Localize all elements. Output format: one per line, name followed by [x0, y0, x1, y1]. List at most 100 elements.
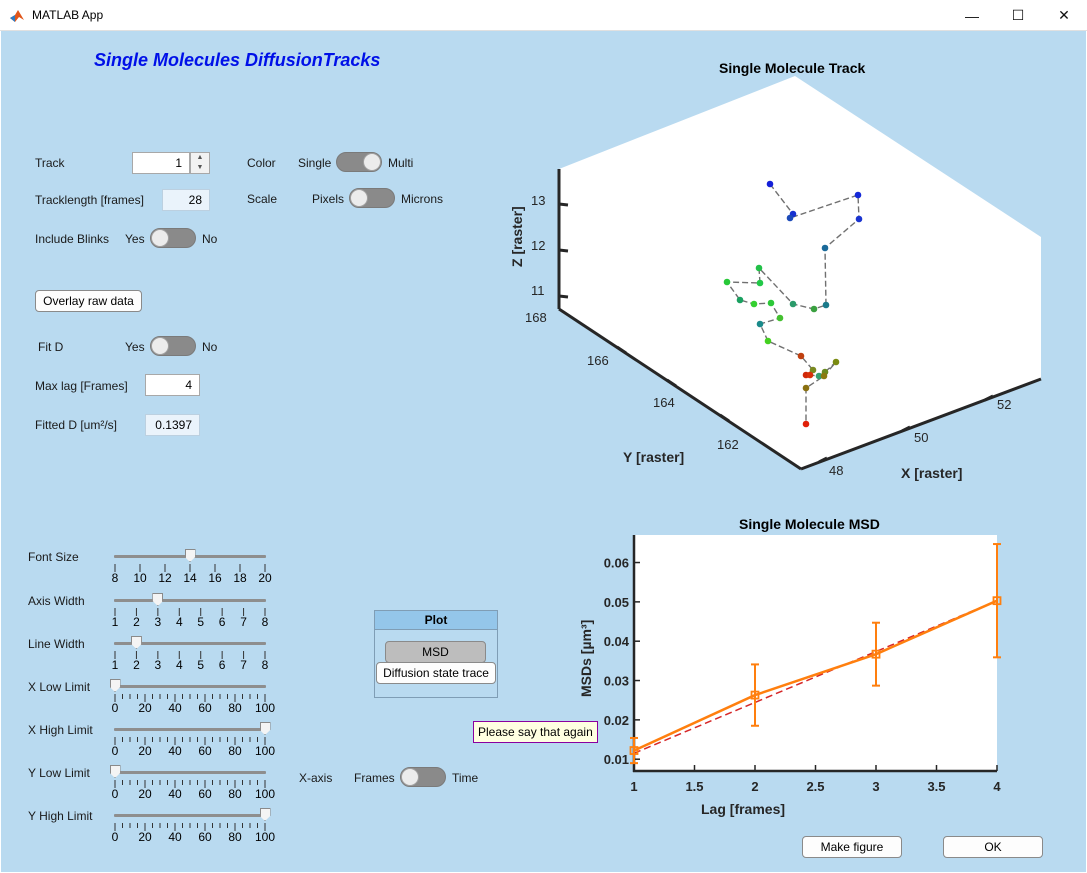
max-lag-label: Max lag [Frames]	[35, 379, 128, 393]
slider-tick-label: 100	[254, 744, 276, 758]
track-point	[789, 300, 797, 308]
slider-thumb[interactable]	[109, 679, 121, 692]
x-tick-label: 1	[630, 779, 637, 794]
include-blinks-label: Include Blinks	[35, 232, 110, 246]
track-point	[820, 372, 828, 380]
slider[interactable]: 0 20 40 60 80 100	[112, 722, 275, 758]
slider-label: Y High Limit	[28, 809, 93, 823]
msd-plot-title: Single Molecule MSD	[739, 516, 880, 532]
make-figure-button[interactable]: Make figure	[802, 836, 902, 858]
diffusion-state-trace-button[interactable]: Diffusion state trace	[376, 662, 496, 684]
msd-x-axis-label: Lag [frames]	[701, 801, 785, 817]
scale-switch[interactable]	[349, 188, 395, 208]
track-point	[797, 352, 805, 360]
include-blinks-no-label: No	[202, 232, 218, 246]
xaxis-switch[interactable]	[400, 767, 446, 787]
slider[interactable]: 0 20 40 60 80 100	[109, 679, 275, 715]
ok-button[interactable]: OK	[943, 836, 1043, 858]
slider-track[interactable]	[114, 771, 266, 774]
y-tick-166: 166	[587, 353, 609, 368]
slider-thumb[interactable]	[152, 593, 164, 606]
spinner-up-icon[interactable]: ▲	[196, 154, 204, 161]
slider-track[interactable]	[114, 599, 266, 602]
track-point	[821, 244, 829, 252]
slider-ticks	[114, 694, 266, 702]
z-tick-12: 12	[531, 238, 545, 253]
slider-tick-label: 80	[228, 701, 242, 715]
slider-tick-label: 12	[158, 571, 172, 585]
slider[interactable]: 0 20 40 60 80 100	[109, 765, 275, 801]
msd-plot[interactable]: 1 1.5 2 2.5 3 3.5 4 0.01 0.02 0.03 0.04 0.05 0.06 La…	[561, 531, 1031, 831]
slider-tick-label: 8	[111, 571, 119, 585]
slider-track[interactable]	[114, 685, 266, 688]
slider-tick-label: 1	[111, 658, 119, 672]
minimize-button[interactable]: —	[965, 7, 979, 24]
plot-panel-title: Plot	[375, 611, 497, 630]
xaxis-frames-label: Frames	[354, 771, 395, 785]
axis-ticks	[558, 202, 994, 464]
track-point	[756, 279, 764, 287]
slider-tick-label: 14	[183, 571, 197, 585]
slider-tick-label: 3	[154, 658, 162, 672]
slider-thumb[interactable]	[184, 549, 196, 562]
slider-tick-label: 7	[240, 615, 247, 629]
slider-tick-label: 20	[138, 701, 152, 715]
msd-tick-labels: 1 1.5 2 2.5 3 3.5 4 0.01 0.02 0.03 0.04 0.05 0.06	[604, 556, 1002, 794]
slider-ticks	[114, 823, 266, 831]
x-tick-label: 2	[751, 779, 758, 794]
y-tick-label: 0.02	[604, 713, 629, 728]
close-button[interactable]: ✕	[1058, 7, 1070, 23]
slider-tick-label: 20	[258, 571, 272, 585]
slider[interactable]: 8 10 12 14 16 18 20	[111, 549, 272, 585]
slider-label: X High Limit	[28, 723, 93, 737]
track-spinner-input[interactable]: 1	[132, 152, 190, 174]
slider-tick-label: 0	[111, 830, 119, 844]
y-axis-label: Y [raster]	[623, 449, 684, 465]
track-point	[802, 384, 810, 392]
color-single-label: Single	[298, 156, 332, 170]
overlay-raw-data-button[interactable]: Overlay raw data	[35, 290, 142, 312]
track-point	[766, 180, 774, 188]
track-spinner-arrows[interactable]: ▲ ▼	[190, 152, 210, 174]
msd-point	[750, 690, 760, 700]
slider-label: Axis Width	[28, 594, 85, 608]
track-point	[723, 278, 731, 286]
include-blinks-switch[interactable]	[150, 228, 196, 248]
slider-tick-label: 6	[218, 658, 226, 672]
maximize-button[interactable]: ☐	[1011, 7, 1025, 23]
max-lag-field[interactable]: 4	[145, 374, 200, 396]
slider-thumb[interactable]	[109, 765, 121, 778]
slider-tick-label: 4	[175, 615, 183, 629]
xaxis-label: X-axis	[299, 771, 333, 785]
y-tick-162: 162	[717, 437, 739, 452]
z-tick-13: 13	[531, 193, 545, 208]
slider-track[interactable]	[114, 642, 266, 645]
slider-tick-label: 80	[228, 744, 242, 758]
track-point	[786, 214, 794, 222]
msd-button[interactable]: MSD	[385, 641, 486, 663]
track-points	[723, 180, 863, 428]
slider[interactable]: 0 20 40 60 80 100	[111, 808, 275, 844]
slider-thumb[interactable]	[259, 808, 271, 821]
slider-tick-label: 20	[138, 744, 152, 758]
fit-d-switch[interactable]	[150, 336, 196, 356]
slider-track[interactable]	[114, 814, 266, 817]
slider-thumb[interactable]	[130, 636, 142, 649]
y-tick-168: 168	[525, 310, 547, 325]
y-tick-label: 0.03	[604, 674, 629, 689]
track-3d-plot[interactable]: 13 12 11 168 166 164 162 48 50 52 Y [ras…	[481, 71, 1061, 501]
slider-tick-label: 80	[228, 830, 242, 844]
color-switch[interactable]	[336, 152, 382, 172]
msd-point	[871, 649, 881, 659]
slider-ticks	[114, 608, 266, 616]
x-tick-48: 48	[829, 463, 843, 478]
slider-tick-label: 100	[254, 787, 276, 801]
slider-thumb[interactable]	[259, 722, 271, 735]
slider-track[interactable]	[114, 728, 266, 731]
xaxis-time-label: Time	[452, 771, 479, 785]
msd-data-line	[633, 599, 998, 752]
track-point	[822, 301, 830, 309]
spinner-down-icon[interactable]: ▼	[196, 164, 204, 171]
